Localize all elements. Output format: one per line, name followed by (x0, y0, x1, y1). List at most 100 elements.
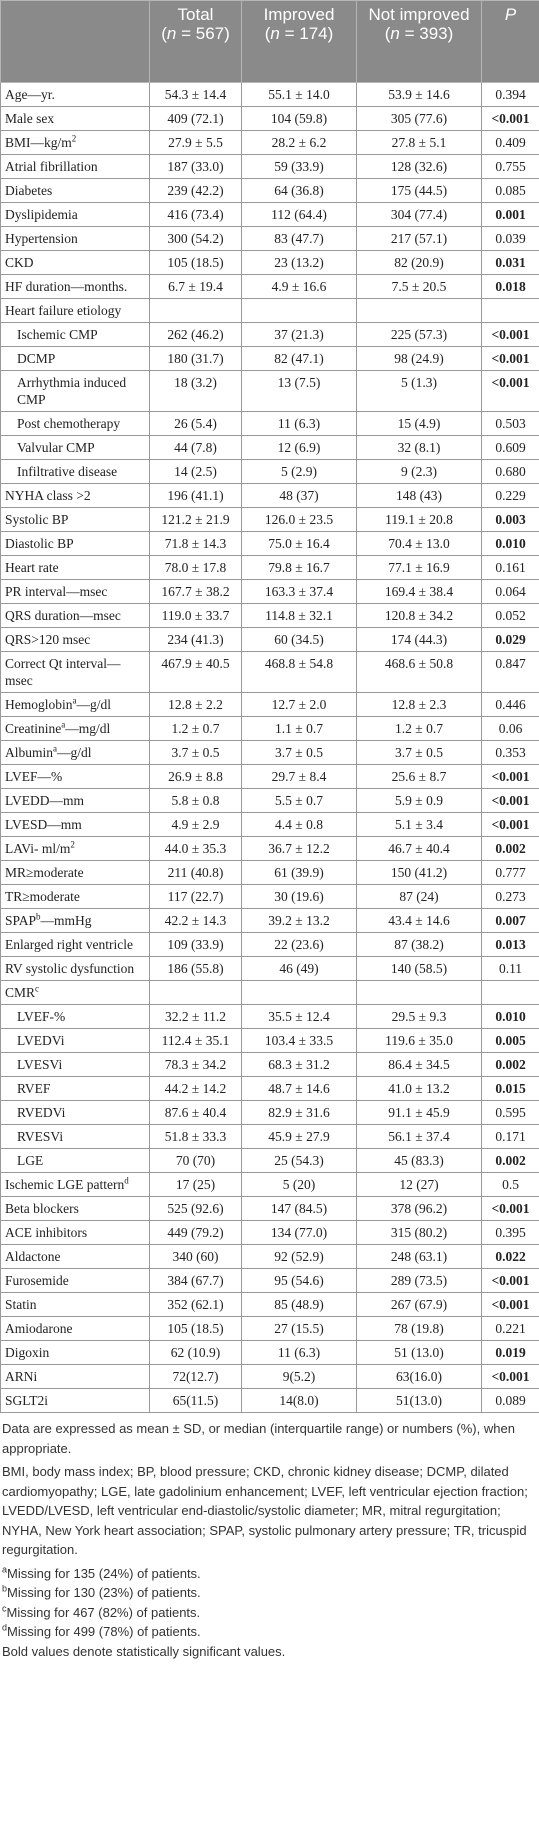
row-label: Male sex (0, 106, 150, 131)
value-cell: 117 (22.7) (149, 884, 242, 909)
note: Data are expressed as mean ± SD, or medi… (2, 1421, 515, 1456)
label-text: Dyslipidemia (5, 207, 78, 222)
label-text: Diabetes (5, 183, 53, 198)
row-label: Ischemic CMP (0, 322, 150, 347)
p-value: <0.001 (481, 1268, 539, 1293)
value-cell: 148 (43) (356, 483, 482, 508)
label-text: HF duration—months. (5, 279, 128, 294)
p-value: <0.001 (481, 322, 539, 347)
table-row: Enlarged right ventricle 109 (33.9) 22 (23… (0, 932, 539, 957)
count: = 174) (279, 24, 334, 43)
group-count: (n = 567) (153, 24, 238, 43)
value-cell: 95 (54.6) (241, 1268, 357, 1293)
header-cell: P (481, 0, 539, 83)
value-cell: 51(13.0) (356, 1388, 482, 1413)
note: BMI, body mass index; BP, blood pressure… (2, 1464, 528, 1557)
value-cell: 51 (13.0) (356, 1340, 482, 1365)
table-row: LGE 70 (70) 25 (54.3) 45 (83.3) 0.002 (0, 1148, 539, 1173)
table-row: Ischemic CMP 262 (46.2) 37 (21.3) 225 (57.3… (0, 322, 539, 347)
row-label: LVEDD—mm (0, 788, 150, 813)
value-cell: 104 (59.8) (241, 106, 357, 131)
value-cell (241, 298, 357, 323)
table-row: LVEDD—mm 5.8 ± 0.8 5.5 ± 0.7 5.9 ± 0.9 <0.00… (0, 788, 539, 813)
value-cell: 54.3 ± 14.4 (149, 82, 242, 107)
label-text: Atrial fibrillation (5, 159, 98, 174)
paren: ( (264, 24, 271, 43)
value-cell: 4.9 ± 16.6 (241, 274, 357, 299)
row-label: RV systolic dysfunction (0, 956, 150, 981)
table-row: NYHA class >2 196 (41.1) 48 (37) 148 (43) 0.… (0, 483, 539, 508)
value-cell: 262 (46.2) (149, 322, 242, 347)
table-row: Infiltrative disease 14 (2.5) 5 (2.9) 9 (2.… (0, 459, 539, 484)
row-label: QRS duration—msec (0, 603, 150, 628)
value-cell: 23 (13.2) (241, 250, 357, 275)
group-count: (n = 174) (245, 24, 353, 43)
row-label: CMRc (0, 980, 150, 1005)
footnotes: Data are expressed as mean ± SD, or medi… (0, 1413, 539, 1661)
table-row: Ischemic LGE patternd 17 (25) 5 (20) 12 (27… (0, 1172, 539, 1197)
table-row: Amiodarone 105 (18.5) 27 (15.5) 78 (19.8) 0.… (0, 1316, 539, 1341)
value-cell: 150 (41.2) (356, 860, 482, 885)
value-cell: 28.2 ± 6.2 (241, 130, 357, 155)
value-cell: 4.4 ± 0.8 (241, 812, 357, 837)
value-cell: 82 (47.1) (241, 346, 357, 371)
p-value: 0.609 (481, 435, 539, 460)
superscript: c (35, 983, 40, 994)
value-cell: 12 (6.9) (241, 435, 357, 460)
value-cell: 467.9 ± 40.5 (149, 651, 242, 693)
value-cell: 29.7 ± 8.4 (241, 764, 357, 789)
table-row: Arrhythmia induced CMP 18 (3.2) 13 (7.5) 5 … (0, 370, 539, 412)
value-cell: 15 (4.9) (356, 411, 482, 436)
group-name: Not improved (368, 5, 470, 24)
row-label: HF duration—months. (0, 274, 150, 299)
value-cell: 140 (58.5) (356, 956, 482, 981)
table-row: Heart failure etiology (0, 298, 539, 323)
p-value: 0.353 (481, 740, 539, 765)
table-row: Furosemide 384 (67.7) 95 (54.6) 289 (73.5) <… (0, 1268, 539, 1293)
value-cell: 525 (92.6) (149, 1196, 242, 1221)
p-value: 0.015 (481, 1076, 539, 1101)
value-cell: 82 (20.9) (356, 250, 482, 275)
label-text: TR≥moderate (5, 889, 80, 904)
row-label: Enlarged right ventricle (0, 932, 150, 957)
value-cell: 340 (60) (149, 1244, 242, 1269)
p-value: <0.001 (481, 106, 539, 131)
label-text: Heart rate (5, 560, 59, 575)
p-value: 0.002 (481, 836, 539, 861)
p-value: 0.06 (481, 716, 539, 741)
table-row: Atrial fibrillation 187 (33.0) 59 (33.9) 12… (0, 154, 539, 179)
value-cell: 103.4 ± 33.5 (241, 1028, 357, 1053)
value-cell: 37 (21.3) (241, 322, 357, 347)
label-text: Hypertension (5, 231, 78, 246)
value-cell: 26 (5.4) (149, 411, 242, 436)
row-label: Arrhythmia induced CMP (0, 370, 150, 412)
table-row: QRS duration—msec 119.0 ± 33.7 114.8 ± 32.… (0, 603, 539, 628)
value-cell: 17 (25) (149, 1172, 242, 1197)
p-value: 0.755 (481, 154, 539, 179)
count: = 393) (399, 24, 454, 43)
value-cell: 4.9 ± 2.9 (149, 812, 242, 837)
value-cell: 45 (83.3) (356, 1148, 482, 1173)
value-cell: 163.3 ± 37.4 (241, 579, 357, 604)
superscript: a (53, 743, 58, 754)
value-cell: 14 (2.5) (149, 459, 242, 484)
value-cell (149, 980, 242, 1005)
table-row: SGLT2i 65(11.5) 14(8.0) 51(13.0) 0.089 (0, 1388, 539, 1413)
table-row: TR≥moderate 117 (22.7) 30 (19.6) 87 (24) 0.2… (0, 884, 539, 909)
row-label: SPAPb—mmHg (0, 908, 150, 933)
table-row: CKD 105 (18.5) 23 (13.2) 82 (20.9) 0.031 (0, 250, 539, 275)
p-value: <0.001 (481, 764, 539, 789)
value-cell: 5.9 ± 0.9 (356, 788, 482, 813)
value-cell: 119.1 ± 20.8 (356, 507, 482, 532)
header-row: Total (n = 567) Improved (n = 174) Not impro… (0, 0, 539, 83)
value-cell: 147 (84.5) (241, 1196, 357, 1221)
value-cell: 92 (52.9) (241, 1244, 357, 1269)
row-label: Amiodarone (0, 1316, 150, 1341)
row-label: Furosemide (0, 1268, 150, 1293)
footnote-mark: d (2, 1622, 8, 1633)
row-label: Post chemotherapy (0, 411, 150, 436)
header-cell: Not improved (n = 393) (356, 0, 482, 83)
value-cell: 180 (31.7) (149, 346, 242, 371)
value-cell: 77.1 ± 16.9 (356, 555, 482, 580)
label-text: LVEF-% (17, 1009, 66, 1024)
